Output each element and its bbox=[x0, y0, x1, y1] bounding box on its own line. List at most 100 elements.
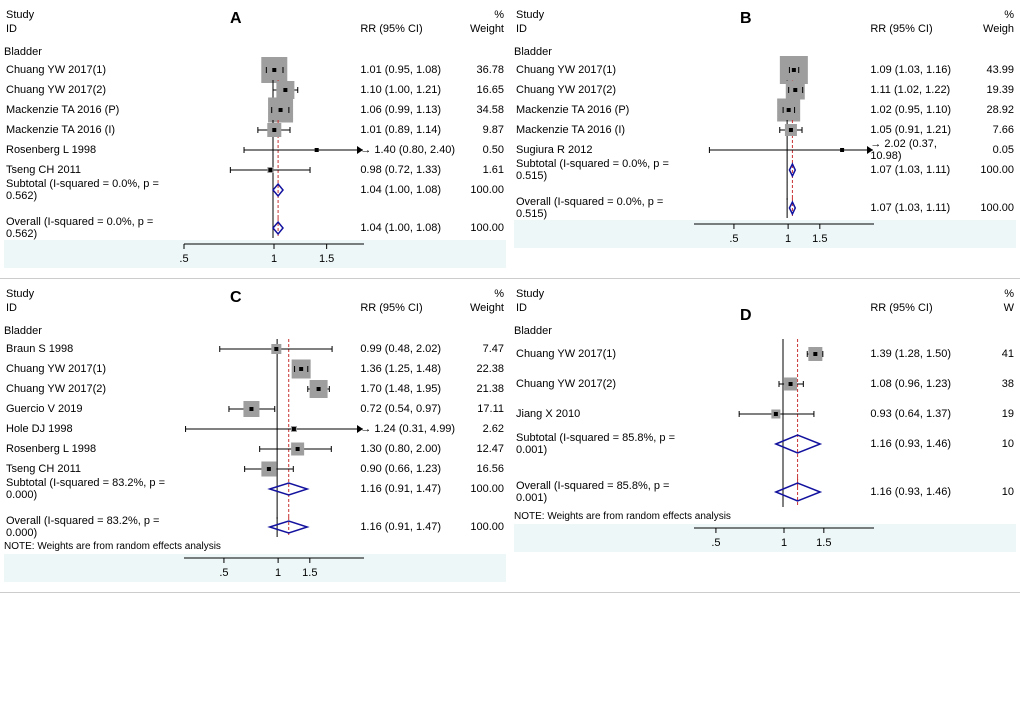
study-name: Rosenberg L 1998 bbox=[4, 443, 183, 455]
subtotal-row: Subtotal (I-squared = 0.0%, p = 0.562) 1.… bbox=[4, 180, 506, 200]
study-name: Braun S 1998 bbox=[4, 343, 183, 355]
rr-ci: 1.09 (1.03, 1.16) bbox=[870, 64, 968, 76]
overall-row: Overall (I-squared = 0.0%, p = 0.515) 1.0… bbox=[514, 198, 1016, 218]
rr-ci: 0.90 (0.66, 1.23) bbox=[360, 463, 458, 475]
overall-row: Overall (I-squared = 83.2%, p = 0.000) 1.… bbox=[4, 517, 506, 537]
rr-ci: 1.70 (1.48, 1.95) bbox=[360, 383, 458, 395]
study-name: Mackenzie TA 2016 (P) bbox=[4, 104, 183, 116]
study-row: Chuang YW 2017(2)1.10 (1.00, 1.21)16.65 bbox=[4, 80, 506, 100]
svg-text:1.5: 1.5 bbox=[816, 537, 831, 549]
header-wt: %Weight bbox=[459, 287, 506, 315]
overall-row: Overall (I-squared = 0.0%, p = 0.562)1.0… bbox=[4, 218, 506, 238]
svg-text:1: 1 bbox=[275, 567, 281, 579]
study-name: Chuang YW 2017(2) bbox=[514, 84, 693, 96]
study-name: Tseng CH 2011 bbox=[4, 463, 183, 475]
weight: 19.39 bbox=[969, 84, 1016, 96]
forest-panel-D: DStudyIDRR (95% CI)%WBladderChuang YW 20… bbox=[510, 279, 1020, 593]
subtotal-row-rr: 1.04 (1.00, 1.08) bbox=[360, 184, 458, 196]
group-title: Bladder bbox=[514, 46, 1016, 58]
rr-ci: 1.10 (1.00, 1.21) bbox=[360, 84, 458, 96]
study-name: Guercio V 2019 bbox=[4, 403, 183, 415]
group-title: Bladder bbox=[4, 46, 506, 58]
x-axis: .511.5 bbox=[4, 554, 506, 588]
header-row: StudyIDRR (95% CI)%Weight bbox=[4, 287, 506, 321]
weight: 19 bbox=[969, 408, 1016, 420]
study-name: Chuang YW 2017(1) bbox=[514, 348, 693, 360]
study-row: Tseng CH 20110.90 (0.66, 1.23)16.56 bbox=[4, 459, 506, 479]
study-name: Jiang X 2010 bbox=[514, 408, 693, 420]
study-row: Chuang YW 2017(1)1.09 (1.03, 1.16)43.99 bbox=[514, 60, 1016, 80]
group-title: Bladder bbox=[514, 325, 1016, 337]
study-row: Chuang YW 2017(2) 1.11 (1.02, 1.22)19.39 bbox=[514, 80, 1016, 100]
study-row: Rosenberg L 19981.30 (0.80, 2.00)12.47 bbox=[4, 439, 506, 459]
header-rr: RR (95% CI) bbox=[360, 8, 458, 36]
x-axis: .511.5 bbox=[514, 220, 1016, 254]
rr-ci: 1.01 (0.95, 1.08) bbox=[360, 64, 458, 76]
svg-text:1: 1 bbox=[785, 233, 791, 245]
svg-text:.5: .5 bbox=[729, 233, 738, 245]
study-row: Mackenzie TA 2016 (P) 1.06 (0.99, 1.13)34… bbox=[4, 100, 506, 120]
study-name: Chuang YW 2017(1) bbox=[514, 64, 693, 76]
header-study: StudyID bbox=[4, 287, 183, 315]
study-row: Chuang YW 2017(1)1.01 (0.95, 1.08)36.78 bbox=[4, 60, 506, 80]
overall-row-wt: 100.00 bbox=[459, 222, 506, 234]
study-row: Tseng CH 20110.98 (0.72, 1.33)1.61 bbox=[4, 160, 506, 180]
study-row: Chuang YW 2017(2)1.70 (1.48, 1.95)21.38 bbox=[4, 379, 506, 399]
spacer bbox=[514, 459, 1016, 477]
svg-text:.5: .5 bbox=[179, 253, 188, 265]
rr-ci: 0.98 (0.72, 1.33) bbox=[360, 164, 458, 176]
subtotal-row-wt: 100.00 bbox=[459, 184, 506, 196]
rr-ci: 1.06 (0.99, 1.13) bbox=[360, 104, 458, 116]
study-row: Guercio V 2019 0.72 (0.54, 0.97)17.11 bbox=[4, 399, 506, 419]
group-title: Bladder bbox=[4, 325, 506, 337]
weight: 41 bbox=[969, 348, 1016, 360]
subtotal-row-label: Subtotal (I-squared = 83.2%, p = 0.000) bbox=[4, 477, 183, 501]
study-name: Chuang YW 2017(2) bbox=[4, 383, 183, 395]
subtotal-row: Subtotal (I-squared = 83.2%, p = 0.000) 1… bbox=[4, 479, 506, 499]
study-row: Jiang X 20100.93 (0.64, 1.37)19 bbox=[514, 399, 1016, 429]
overall-row-label: Overall (I-squared = 0.0%, p = 0.515) bbox=[514, 196, 693, 220]
svg-text:1.5: 1.5 bbox=[302, 567, 317, 579]
rr-ci: 1.11 (1.02, 1.22) bbox=[870, 84, 968, 96]
subtotal-row: Subtotal (I-squared = 0.0%, p = 0.515)1.… bbox=[514, 160, 1016, 180]
weight: 12.47 bbox=[459, 443, 506, 455]
overall-row: Overall (I-squared = 85.8%, p = 0.001)1.… bbox=[514, 477, 1016, 507]
weight: 17.11 bbox=[459, 403, 506, 415]
overall-row-label: Overall (I-squared = 85.8%, p = 0.001) bbox=[514, 480, 693, 504]
study-row: Chuang YW 2017(2)1.08 (0.96, 1.23)38 bbox=[514, 369, 1016, 399]
subtotal-row: Subtotal (I-squared = 85.8%, p = 0.001) 1… bbox=[514, 429, 1016, 459]
study-row: Hole DJ 1998→ 1.24 (0.31, 4.99)2.62 bbox=[4, 419, 506, 439]
weight: 34.58 bbox=[459, 104, 506, 116]
overall-row-rr: 1.07 (1.03, 1.11) bbox=[870, 202, 968, 214]
subtotal-row-rr: 1.16 (0.91, 1.47) bbox=[360, 483, 458, 495]
header-study: StudyID bbox=[514, 8, 693, 36]
header-wt: %Weight bbox=[459, 8, 506, 36]
overall-row-label: Overall (I-squared = 83.2%, p = 0.000) bbox=[4, 515, 183, 539]
rr-ci: 1.01 (0.89, 1.14) bbox=[360, 124, 458, 136]
svg-text:1.5: 1.5 bbox=[319, 253, 334, 265]
overall-row-rr: 1.16 (0.91, 1.47) bbox=[360, 521, 458, 533]
study-row: Chuang YW 2017(1) 1.39 (1.28, 1.50)41 bbox=[514, 339, 1016, 369]
rr-ci: → 1.24 (0.31, 4.99) bbox=[360, 423, 458, 435]
study-name: Rosenberg L 1998 bbox=[4, 144, 183, 156]
overall-row-rr: 1.04 (1.00, 1.08) bbox=[360, 222, 458, 234]
overall-row-wt: 100.00 bbox=[459, 521, 506, 533]
study-name: Mackenzie TA 2016 (I) bbox=[514, 124, 693, 136]
rr-ci: 0.72 (0.54, 0.97) bbox=[360, 403, 458, 415]
weight: 1.61 bbox=[459, 164, 506, 176]
weight: 0.05 bbox=[969, 144, 1016, 156]
study-row: Rosenberg L 1998→ 1.40 (0.80, 2.40)0.50 bbox=[4, 140, 506, 160]
rr-ci: 1.39 (1.28, 1.50) bbox=[870, 348, 968, 360]
x-axis: .511.5 bbox=[514, 524, 1016, 558]
study-name: Sugiura R 2012 bbox=[514, 144, 693, 156]
study-name: Chuang YW 2017(1) bbox=[4, 64, 183, 76]
study-name: Hole DJ 1998 bbox=[4, 423, 183, 435]
note: NOTE: Weights are from random effects an… bbox=[514, 511, 1016, 522]
rr-ci: 1.05 (0.91, 1.21) bbox=[870, 124, 968, 136]
subtotal-row-label: Subtotal (I-squared = 0.0%, p = 0.562) bbox=[4, 178, 183, 202]
subtotal-row-label: Subtotal (I-squared = 85.8%, p = 0.001) bbox=[514, 432, 693, 456]
header-wt: %W bbox=[969, 287, 1016, 315]
study-name: Chuang YW 2017(2) bbox=[514, 378, 693, 390]
subtotal-row-rr: 1.16 (0.93, 1.46) bbox=[870, 438, 968, 450]
overall-row-wt: 100.00 bbox=[969, 202, 1016, 214]
